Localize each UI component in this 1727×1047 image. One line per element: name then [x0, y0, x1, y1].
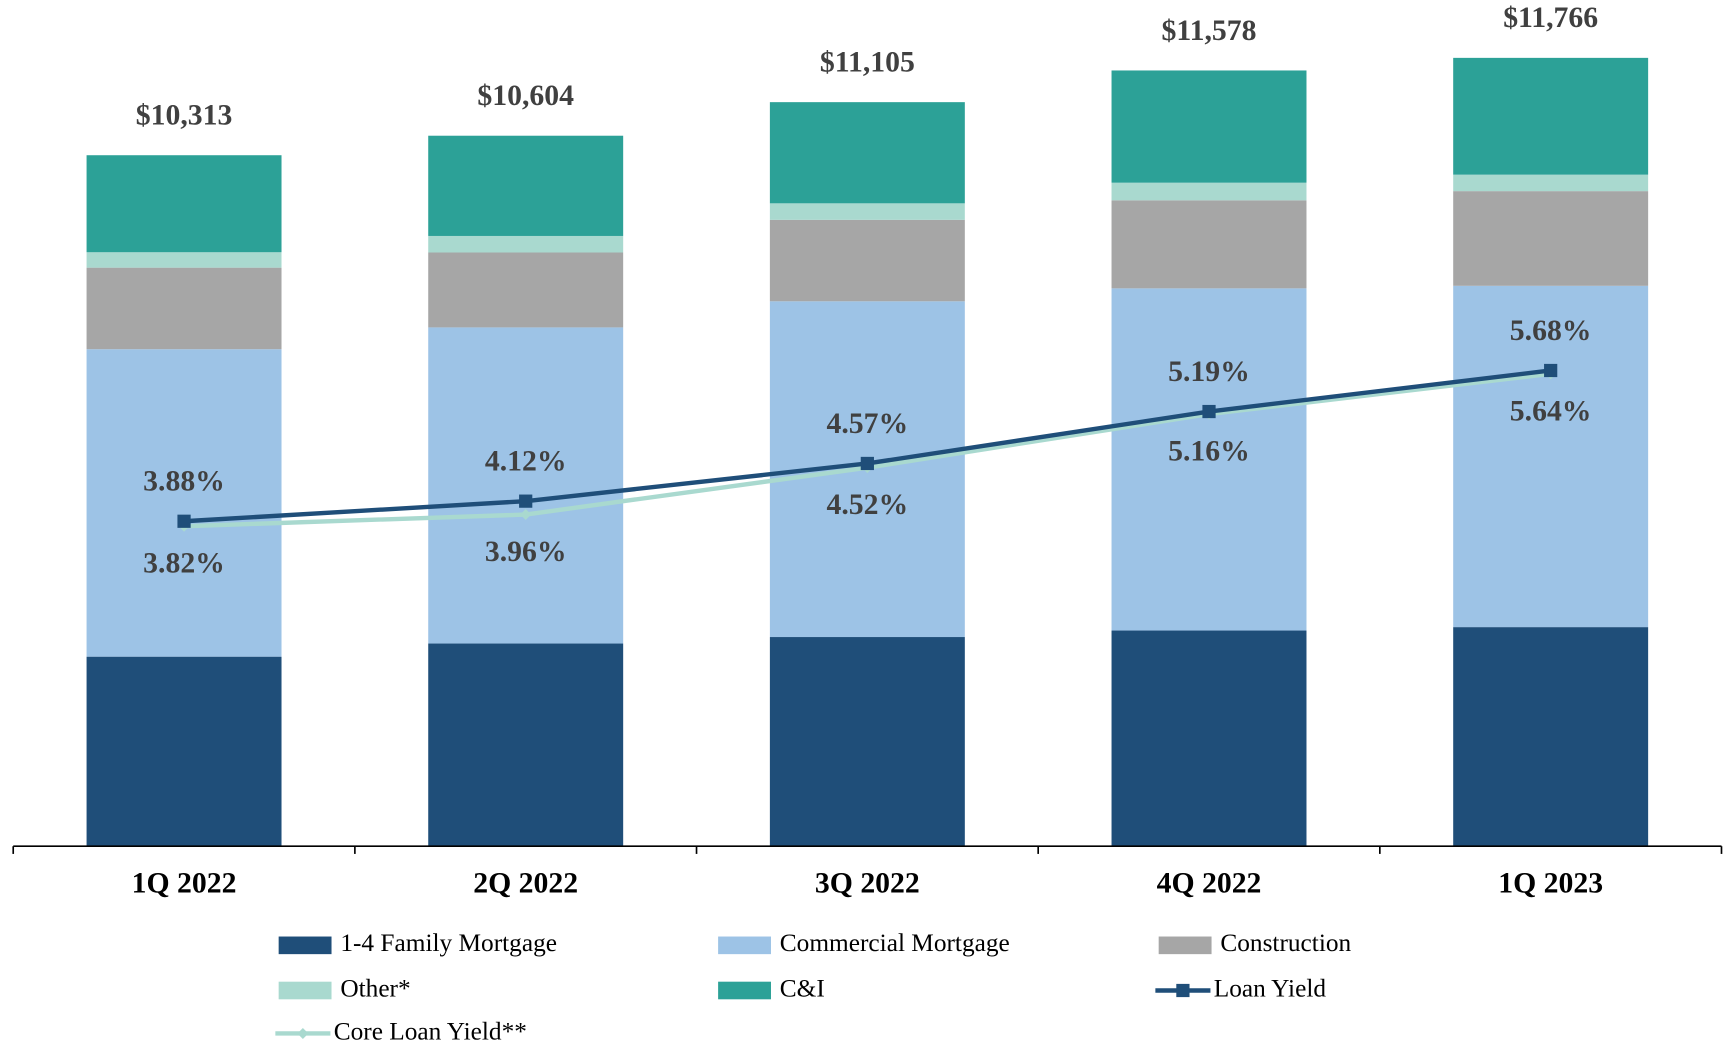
bar-segment	[428, 252, 624, 328]
legend-marker	[1176, 983, 1190, 998]
line-marker	[177, 514, 191, 528]
total-label: $11,578	[1162, 15, 1257, 47]
bar-segment	[769, 637, 965, 847]
data-label: 5.19%	[1168, 356, 1250, 388]
legend-label: Core Loan Yield**	[334, 1017, 527, 1045]
data-label: 5.16%	[1168, 436, 1250, 468]
bar-segment	[428, 643, 624, 847]
total-label: $11,105	[820, 47, 915, 79]
x-tick-label: 3Q 2022	[815, 868, 920, 900]
legend-swatch	[1158, 936, 1212, 955]
x-tick-label: 1Q 2022	[132, 868, 237, 900]
x-tick-label: 2Q 2022	[473, 868, 578, 900]
data-label: 4.57%	[826, 408, 908, 440]
bar-segment	[86, 252, 282, 268]
x-tick-label: 1Q 2023	[1498, 868, 1603, 900]
legend-swatch	[278, 981, 332, 1000]
bar-segment	[86, 656, 282, 847]
line-marker	[860, 456, 874, 471]
bar-segment	[1111, 630, 1307, 847]
data-label: 4.12%	[485, 446, 567, 478]
bar-segment	[1111, 70, 1307, 183]
data-label: 5.64%	[1510, 395, 1592, 427]
legend-marker	[297, 1027, 309, 1039]
bar-segment	[1111, 200, 1307, 289]
line-marker	[519, 494, 533, 508]
total-label: $11,766	[1503, 2, 1598, 34]
bar-segment	[1453, 57, 1649, 175]
bar-segment	[1111, 182, 1307, 201]
legend-label: Loan Yield	[1214, 974, 1327, 1002]
legend-label: Other*	[340, 974, 410, 1002]
bar-segment	[86, 349, 282, 657]
total-label: $10,604	[477, 80, 574, 112]
x-tick-label: 4Q 2022	[1157, 868, 1262, 900]
legend-swatch	[278, 936, 332, 955]
legend-label: Commercial Mortgage	[780, 929, 1010, 957]
data-label: 5.68%	[1510, 315, 1592, 347]
data-label: 3.88%	[143, 466, 225, 498]
bar-segment	[769, 203, 965, 220]
data-label: 4.52%	[826, 489, 908, 521]
legend-swatch	[718, 936, 771, 955]
bar-segment	[428, 327, 624, 644]
legend-label: C&I	[780, 974, 825, 1002]
legend-label: Construction	[1220, 929, 1351, 957]
data-label: 3.82%	[143, 548, 225, 580]
bar-segment	[86, 155, 282, 253]
line-marker	[520, 509, 532, 521]
bar-segment	[86, 267, 282, 350]
bar-segment	[769, 219, 965, 302]
total-label: $10,313	[136, 100, 233, 132]
bar-segment	[1453, 627, 1649, 847]
line-marker	[1544, 363, 1558, 378]
bar-segment	[428, 135, 624, 236]
line-marker	[1202, 404, 1216, 419]
bar-segment	[428, 235, 624, 253]
legend-swatch	[718, 981, 771, 1000]
bar-segment	[769, 102, 965, 204]
legend-label: 1-4 Family Mortgage	[340, 929, 557, 957]
data-label: 3.96%	[485, 536, 567, 568]
bar-segment	[1453, 174, 1649, 192]
bar-segment	[1111, 288, 1307, 631]
bar-segment	[1453, 191, 1649, 286]
bar-segment	[1453, 285, 1649, 628]
